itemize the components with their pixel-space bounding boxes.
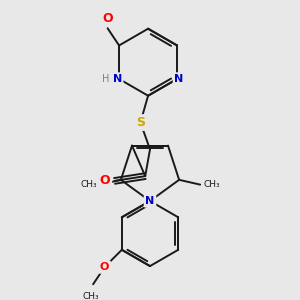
Text: O: O — [102, 12, 113, 25]
Text: H: H — [102, 74, 110, 84]
Text: O: O — [100, 262, 109, 272]
Text: N: N — [174, 74, 184, 84]
Text: N: N — [112, 74, 122, 84]
Text: CH₃: CH₃ — [83, 292, 100, 300]
Text: CH₃: CH₃ — [203, 180, 220, 189]
Text: N: N — [146, 196, 154, 206]
Text: CH₃: CH₃ — [80, 180, 97, 189]
Text: O: O — [100, 174, 110, 188]
Text: S: S — [136, 116, 145, 129]
